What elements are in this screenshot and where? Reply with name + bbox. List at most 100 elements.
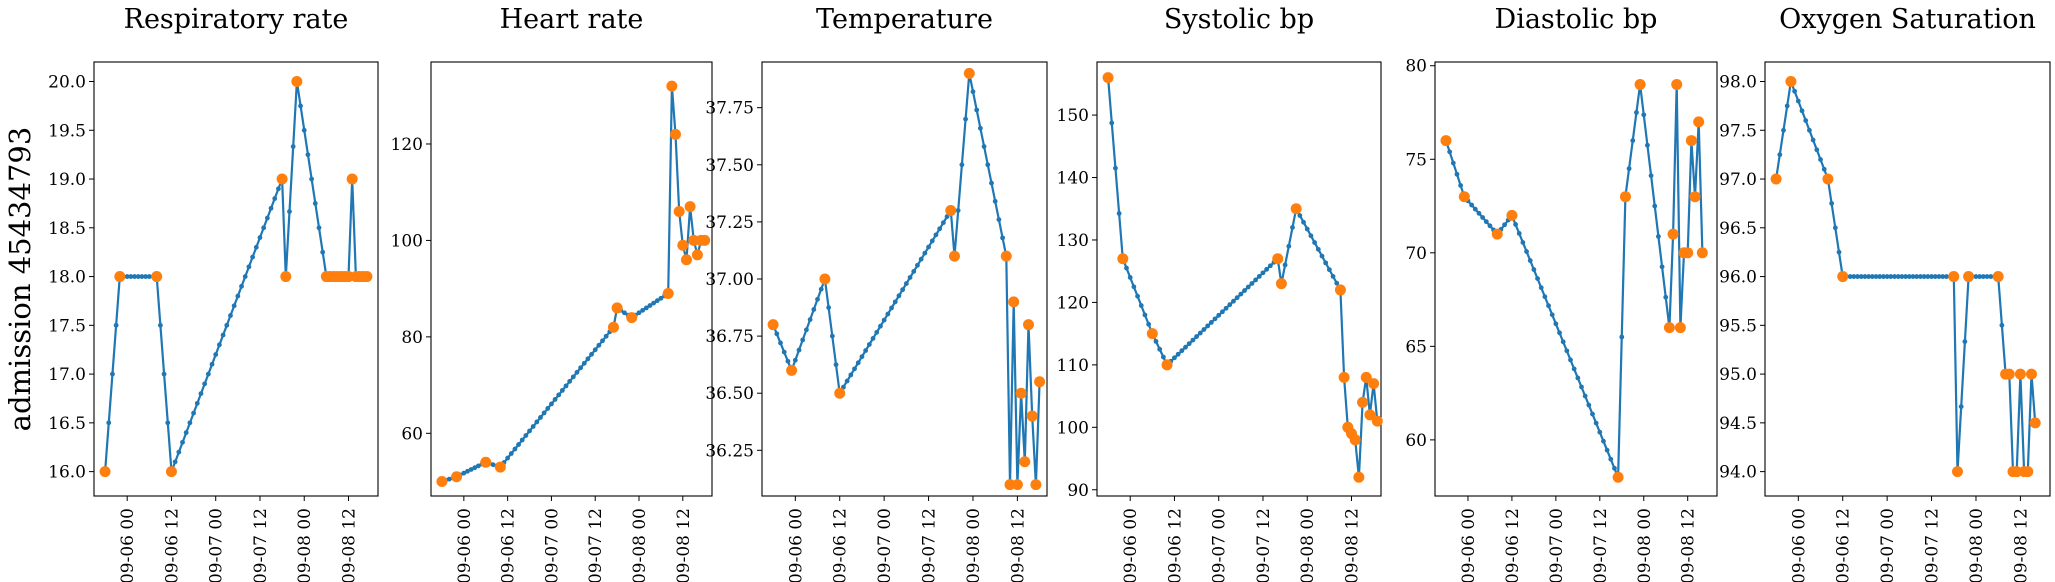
y-tick-label: 150 xyxy=(1057,106,1089,126)
interpolated-point xyxy=(1201,327,1207,332)
interpolated-point xyxy=(165,420,171,426)
interpolated-point xyxy=(1542,294,1548,300)
x-tick-label: 09-06 12 xyxy=(831,508,851,582)
interpolated-point xyxy=(1315,246,1321,252)
data-point xyxy=(819,273,831,285)
data-point xyxy=(626,312,638,324)
interpolated-point xyxy=(1586,402,1592,408)
y-tick-label: 95.0 xyxy=(1719,365,1757,385)
interpolated-point xyxy=(896,293,902,299)
data-point xyxy=(1011,479,1023,491)
interpolated-point xyxy=(1855,274,1860,279)
interpolated-point xyxy=(1131,284,1137,290)
interpolated-point xyxy=(1245,284,1251,290)
interpolated-point xyxy=(804,327,809,333)
interpolated-point xyxy=(878,323,883,329)
x-tick-label: 09-06 00 xyxy=(786,508,806,582)
data-point xyxy=(680,254,692,266)
interpolated-point xyxy=(1116,211,1122,216)
interpolated-point xyxy=(1656,234,1661,239)
x-tick-label: 09-08 12 xyxy=(2011,508,2031,582)
interpolated-point xyxy=(231,303,237,309)
y-tick-label: 18.0 xyxy=(48,268,86,288)
x-tick-label: 09-07 00 xyxy=(207,508,227,582)
interpolated-point xyxy=(600,338,605,344)
interpolated-point xyxy=(1553,321,1559,327)
y-tick-label: 100 xyxy=(391,231,423,251)
interpolated-point xyxy=(1282,262,1288,268)
data-point xyxy=(2022,466,2034,478)
interpolated-point xyxy=(239,283,244,289)
interpolated-point xyxy=(985,162,991,168)
interpolated-point xyxy=(900,287,906,293)
interpolated-point xyxy=(1197,330,1203,336)
interpolated-point xyxy=(106,420,112,426)
interpolated-point xyxy=(1821,166,1827,172)
y-tick-label: 75 xyxy=(1405,150,1427,170)
data-point xyxy=(1015,387,1027,399)
data-point xyxy=(2003,368,2015,380)
interpolated-point xyxy=(1242,288,1247,293)
interpolated-point xyxy=(781,349,787,355)
data-point xyxy=(1026,410,1038,422)
interpolated-point xyxy=(592,347,598,353)
x-tick-label: 09-07 00 xyxy=(1547,508,1567,582)
interpolated-point xyxy=(1179,348,1185,354)
interpolated-point xyxy=(1153,339,1159,344)
x-tick-label: 09-08 12 xyxy=(1342,508,1362,582)
data-point xyxy=(948,250,960,262)
x-tick-label: 09-08 12 xyxy=(1008,508,1028,582)
interpolated-point xyxy=(563,383,569,389)
interpolated-point xyxy=(198,391,204,396)
interpolated-point xyxy=(785,358,791,364)
data-point xyxy=(1458,191,1470,203)
data-point xyxy=(607,321,619,333)
interpolated-point xyxy=(970,89,976,95)
y-tick-label: 37.75 xyxy=(705,99,754,119)
y-tick-label: 17.5 xyxy=(48,316,86,336)
interpolated-point xyxy=(1648,173,1654,179)
interpolated-point xyxy=(578,365,584,371)
data-point xyxy=(1008,296,1020,308)
interpolated-point xyxy=(1973,274,1979,279)
interpolated-point xyxy=(866,342,872,347)
interpolated-point xyxy=(1454,171,1460,177)
interpolated-point xyxy=(512,446,518,452)
y-tick-label: 100 xyxy=(1057,418,1089,438)
y-tick-label: 80 xyxy=(1405,57,1427,77)
interpolated-point xyxy=(191,410,196,416)
y-tick-label: 36.75 xyxy=(705,327,754,347)
interpolated-point xyxy=(1601,438,1606,444)
interpolated-point xyxy=(312,201,318,206)
interpolated-point xyxy=(298,103,303,109)
interpolated-point xyxy=(1652,203,1658,209)
series-line xyxy=(1444,83,1704,479)
data-point xyxy=(1034,376,1046,388)
x-tick-label: 09-06 12 xyxy=(162,508,182,582)
interpolated-point xyxy=(1290,225,1295,230)
interpolated-point xyxy=(1238,291,1244,297)
interpolated-point xyxy=(1593,420,1599,426)
interpolated-point xyxy=(1862,274,1868,279)
y-tick-label: 19.5 xyxy=(48,121,86,141)
chart-panel-4: Systolic bp 90 100 110 120 130 140 150 09-06 00 0… xyxy=(1057,4,1383,582)
interpolated-point xyxy=(963,116,968,122)
chart-panel-2: Heart rate 60 80 100 120 09-06 00 09-06 12 09-0… xyxy=(391,4,713,582)
interpolated-point xyxy=(815,296,820,302)
data-point xyxy=(1785,76,1797,88)
x-tick-label: 09-08 00 xyxy=(964,508,984,582)
interpolated-point xyxy=(1194,334,1199,339)
interpolated-point xyxy=(1814,147,1820,153)
interpolated-point xyxy=(918,256,924,262)
interpolated-point xyxy=(1256,273,1262,279)
interpolated-point xyxy=(1516,231,1522,236)
interpolated-point xyxy=(1531,267,1537,272)
y-tick-label: 140 xyxy=(1057,169,1089,189)
interpolated-point xyxy=(172,459,178,465)
interpolated-point xyxy=(1575,375,1581,381)
interpolated-point xyxy=(113,322,119,328)
interpolated-point xyxy=(1483,219,1489,225)
data-point xyxy=(1822,173,1834,185)
row-label: admission 45434793 xyxy=(3,127,37,432)
x-tick-label: 09-06 00 xyxy=(455,508,475,582)
